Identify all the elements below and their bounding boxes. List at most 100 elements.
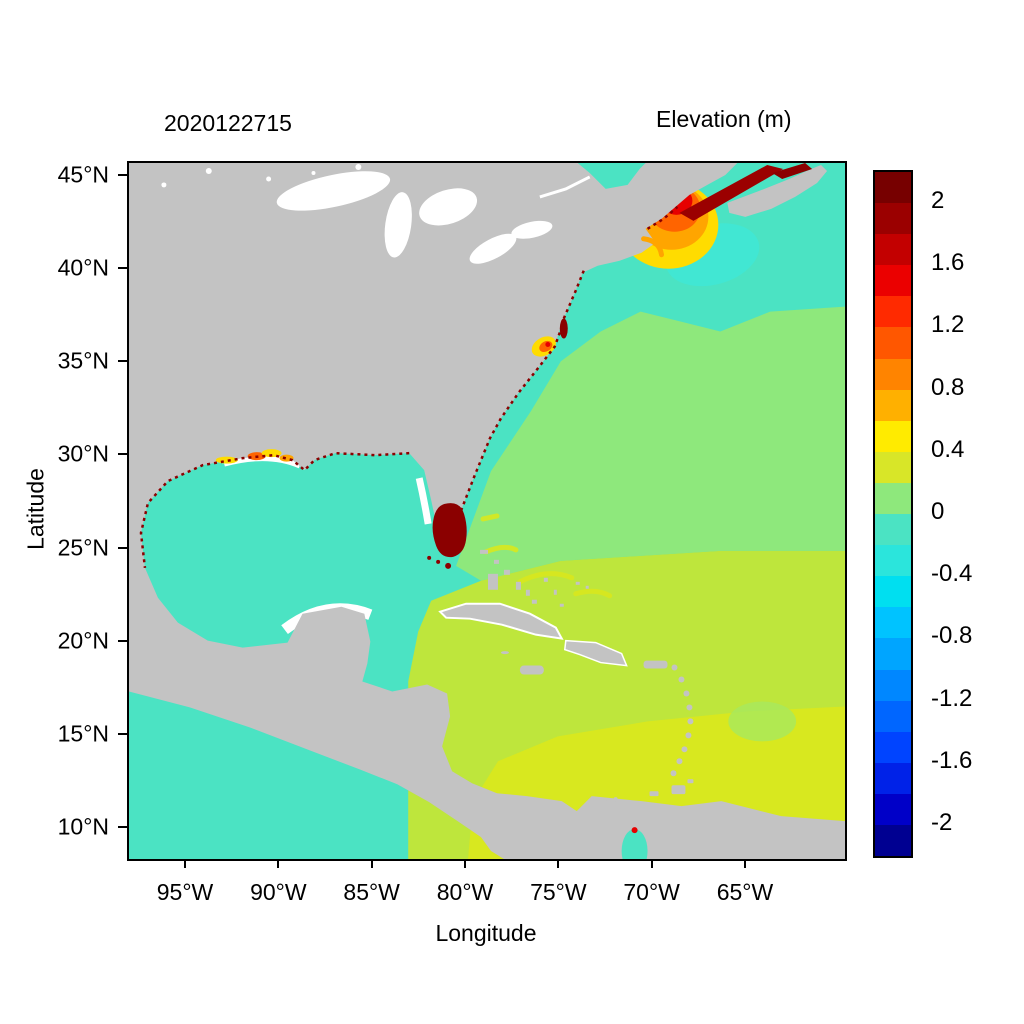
y-tick-label: 10°N xyxy=(57,813,109,840)
coastal-extremes xyxy=(139,163,813,859)
cape-cod-hook xyxy=(641,236,665,258)
bay-of-fundy-streak xyxy=(679,164,784,221)
colorbar-segment xyxy=(875,451,911,483)
land-jamaica xyxy=(519,665,544,675)
colorbar-segment xyxy=(875,296,911,328)
bahamas-yellow-arcs xyxy=(480,513,613,599)
colorbar-segment xyxy=(875,824,911,857)
y-tick-mark xyxy=(118,546,127,549)
x-tick-label: 85°W xyxy=(343,879,400,905)
coastline-drying-cells xyxy=(139,205,679,568)
colorbar-tick-label: -2 xyxy=(931,808,953,836)
colorbar-segment xyxy=(875,172,911,204)
florida-extreme-blob xyxy=(432,503,467,558)
land-tobago xyxy=(687,779,694,784)
colorbar-segment xyxy=(875,203,911,235)
x-axis-title: Longitude xyxy=(435,920,537,946)
y-tick-mark xyxy=(118,174,127,176)
florida-keys-dots xyxy=(427,555,452,569)
lake-erie xyxy=(469,233,517,264)
y-tick-label: 35°N xyxy=(57,347,109,374)
y-tick-label: 25°N xyxy=(57,534,109,561)
y-tick-label: 40°N xyxy=(57,254,109,281)
colorbar-segment xyxy=(875,358,911,390)
land xyxy=(129,163,845,859)
chesapeake-cells xyxy=(559,318,568,339)
y-tick-mark xyxy=(118,639,127,642)
timestamp-label: 2020122715 xyxy=(164,110,292,136)
x-tick-label: 80°W xyxy=(436,879,494,905)
x-tick-label: 75°W xyxy=(530,879,587,905)
colorbar-segment xyxy=(875,545,911,577)
lake-ontario xyxy=(511,220,553,239)
y-tick-label: 15°N xyxy=(57,720,109,747)
land-trinidad xyxy=(671,785,686,795)
x-tick-mark xyxy=(463,859,466,868)
colorbar-segment xyxy=(875,234,911,266)
land-nova-scotia xyxy=(727,164,828,217)
colorbar-segment xyxy=(875,420,911,452)
land-puerto-rico xyxy=(643,660,668,669)
y-tick-label: 45°N xyxy=(57,161,109,188)
map-canvas xyxy=(129,163,845,859)
colorbar-segment xyxy=(875,731,911,763)
colorbar-segment xyxy=(875,576,911,608)
x-tick-label: 90°W xyxy=(250,879,307,905)
lake-huron xyxy=(419,188,478,226)
colorbar-segment xyxy=(875,607,911,639)
x-axis-ticks: 95°W 90°W 85°W 80°W 75°W 70°W 65°W xyxy=(127,859,843,919)
colorbar-tick-label: -1.2 xyxy=(931,684,973,712)
x-tick-mark xyxy=(743,859,746,868)
colorbar-segment xyxy=(875,638,911,670)
y-tick-mark xyxy=(118,732,127,735)
colorbar-tick-label: 0.8 xyxy=(931,373,965,401)
land-hispaniola xyxy=(563,639,628,667)
colorbar-segment xyxy=(875,762,911,794)
colorbar-segment xyxy=(875,327,911,359)
ocean-region-zero xyxy=(456,306,845,581)
colorbar-tick-label: 0.4 xyxy=(931,435,965,463)
lake-michigan xyxy=(384,192,412,258)
maracaibo-cell xyxy=(631,827,638,834)
y-axis-ticks: 45°N 40°N 35°N 30°N 25°N 20°N 15°N 10°N xyxy=(0,161,127,857)
y-tick-label: 30°N xyxy=(57,440,109,467)
st-lawrence-river xyxy=(539,175,591,199)
colorbar-title: Elevation (m) xyxy=(656,106,792,132)
land-bahamas xyxy=(480,549,589,607)
map-plot-area xyxy=(127,161,847,861)
colorbar-tick-labels: 2 1.6 1.2 0.8 0.4 0 -0.4 -0.8 -1.2 -1.6 -2 xyxy=(921,170,1016,854)
x-tick-mark xyxy=(277,859,280,868)
lake-superior xyxy=(276,171,391,211)
colorbar-tick-label: -0.4 xyxy=(931,560,973,588)
x-tick-label: 65°W xyxy=(716,879,774,905)
lake-maracaibo xyxy=(621,829,648,859)
y-tick-label: 20°N xyxy=(57,627,109,654)
colorbar-tick-label: 1.6 xyxy=(931,249,965,277)
colorbar-segment xyxy=(875,514,911,546)
land-cayman xyxy=(500,651,509,655)
colorbar xyxy=(873,170,913,858)
colorbar-tick-label: -0.8 xyxy=(931,622,973,650)
land-margarita xyxy=(649,791,659,797)
colorbar-tick-label: 1.2 xyxy=(931,311,965,339)
y-tick-mark xyxy=(118,360,127,363)
x-tick-mark xyxy=(557,859,560,868)
colorbar-segment xyxy=(875,669,911,701)
x-tick-mark xyxy=(650,859,653,868)
colorbar-segment xyxy=(875,793,911,825)
land-lesser-antilles xyxy=(591,664,694,805)
x-tick-label: 95°W xyxy=(156,879,214,905)
colorbar-tick-label: 2 xyxy=(931,187,945,215)
colorbar-segment xyxy=(875,482,911,515)
y-tick-mark xyxy=(118,825,127,828)
fundy-tip xyxy=(772,163,813,179)
colorbar-segment xyxy=(875,700,911,732)
x-tick-mark xyxy=(370,859,373,868)
y-tick-mark xyxy=(118,267,127,270)
land-mainland xyxy=(129,163,845,859)
colorbar-segment xyxy=(875,389,911,421)
colorbar-tick-label: -1.6 xyxy=(931,746,973,774)
patch-light-green xyxy=(728,701,797,742)
colorbar-tick-label: 0 xyxy=(931,498,945,525)
lakes xyxy=(161,163,591,264)
